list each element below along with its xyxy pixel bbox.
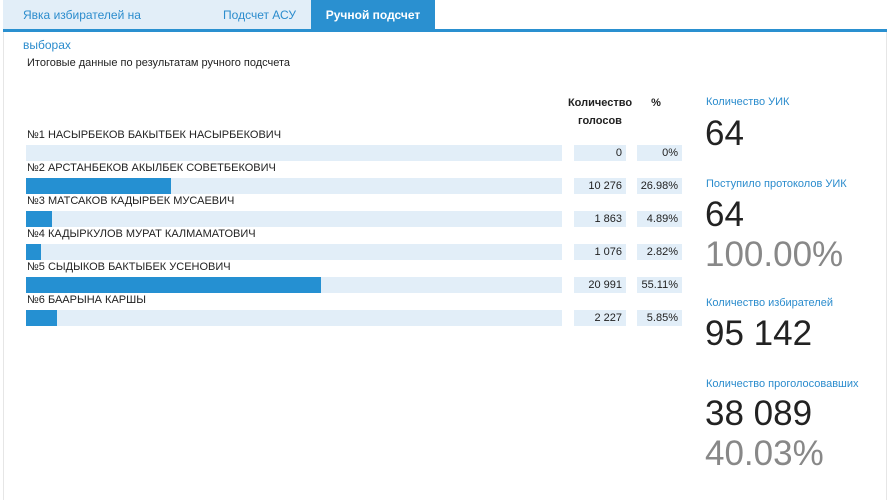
- candidate-name: №4 КАДЫРКУЛОВ МУРАТ КАЛМАМАТОВИЧ: [27, 228, 256, 240]
- candidate-name: №5 СЫДЫКОВ БАКТЫБЕК УСЕНОВИЧ: [27, 261, 231, 273]
- content-panel: [3, 32, 887, 500]
- candidate-row: №5 СЫДЫКОВ БАКТЫБЕК УСЕНОВИЧ 20 991 55.1…: [0, 261, 700, 294]
- protocols-label: Поступило протоколов УИК: [706, 178, 847, 190]
- candidate-percent: 4.89%: [637, 211, 682, 227]
- protocols-percent: 100.00%: [705, 235, 844, 274]
- candidate-votes: 1 863: [574, 211, 626, 227]
- candidate-row: №3 МАТСАКОВ КАДЫРБЕК МУСАЕВИЧ 1 863 4.89…: [0, 195, 700, 228]
- vote-bar-track: [26, 310, 562, 326]
- candidate-percent: 26.98%: [637, 178, 682, 194]
- pct-column-header: %: [651, 97, 661, 109]
- voted-label: Количество проголосовавших: [706, 378, 859, 390]
- tab-underline: [3, 29, 887, 32]
- candidate-name: №1 НАСЫРБЕКОВ БАКЫТБЕК НАСЫРБЕКОВИЧ: [27, 129, 282, 141]
- candidate-row: №4 КАДЫРКУЛОВ МУРАТ КАЛМАМАТОВИЧ 1 076 2…: [0, 228, 700, 261]
- page-subtitle: Итоговые данные по результатам ручного п…: [27, 57, 291, 69]
- candidate-percent: 5.85%: [637, 310, 682, 326]
- candidate-percent: 55.11%: [637, 277, 682, 293]
- voters-label: Количество избирателей: [706, 297, 833, 309]
- vote-bar-fill: [26, 244, 42, 260]
- candidate-row: №2 АРСТАНБЕКОВ АКЫЛБЕК СОВЕТБЕКОВИЧ 10 2…: [0, 162, 700, 195]
- tab-asu-count[interactable]: Подсчет АСУ: [208, 0, 311, 29]
- vote-bar-track: [26, 145, 562, 161]
- tab-turnout[interactable]: Явка избирателей на выборах: [3, 0, 208, 52]
- vote-bar-fill: [26, 310, 58, 326]
- tab-manual-count[interactable]: Ручной подсчет: [311, 0, 435, 29]
- candidate-row: №6 БААРЫНА КАРШЫ 2 227 5.85%: [0, 294, 700, 327]
- candidate-votes: 20 991: [574, 277, 626, 293]
- vote-bar-fill: [26, 211, 53, 227]
- uik-count-value: 64: [705, 114, 744, 153]
- candidate-votes: 10 276: [574, 178, 626, 194]
- voted-value: 38 089: [705, 394, 813, 433]
- vote-bar-track: [26, 211, 562, 227]
- protocols-value: 64: [705, 195, 744, 234]
- vote-bar-track: [26, 244, 562, 260]
- voted-percent: 40.03%: [705, 434, 824, 473]
- vote-bar-track: [26, 277, 562, 293]
- vote-bar-track: [26, 178, 562, 194]
- candidate-votes: 1 076: [574, 244, 626, 260]
- votes-header-line1: Количество: [567, 97, 633, 109]
- candidate-name: №6 БААРЫНА КАРШЫ: [27, 294, 146, 306]
- tab-bar: Явка избирателей на выборах Подсчет АСУ …: [0, 0, 890, 52]
- candidate-percent: 2.82%: [637, 244, 682, 260]
- candidate-percent: 0%: [637, 145, 682, 161]
- vote-bar-fill: [26, 277, 322, 293]
- candidate-name: №2 АРСТАНБЕКОВ АКЫЛБЕК СОВЕТБЕКОВИЧ: [27, 162, 276, 174]
- candidate-row: №1 НАСЫРБЕКОВ БАКЫТБЕК НАСЫРБЕКОВИЧ 0 0%: [0, 129, 700, 162]
- vote-bar-fill: [26, 178, 171, 194]
- candidate-name: №3 МАТСАКОВ КАДЫРБЕК МУСАЕВИЧ: [27, 195, 235, 207]
- votes-header-line2: голосов: [578, 115, 622, 127]
- voters-value: 95 142: [705, 314, 813, 353]
- uik-count-label: Количество УИК: [706, 96, 790, 108]
- votes-column-header: Количество голосов: [566, 94, 634, 130]
- candidate-votes: 0: [574, 145, 626, 161]
- candidate-votes: 2 227: [574, 310, 626, 326]
